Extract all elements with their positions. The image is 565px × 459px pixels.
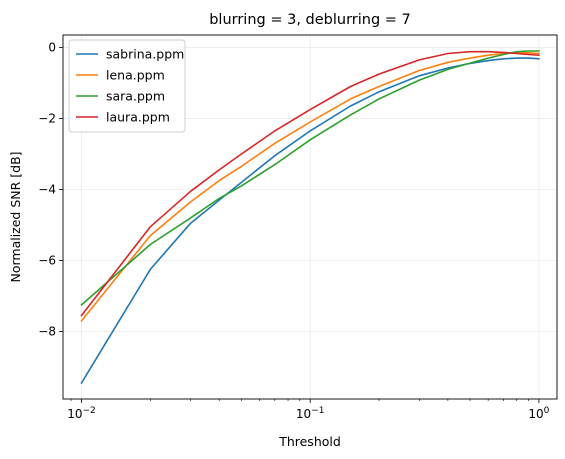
legend: sabrina.ppm lena.ppm sara.ppm laura.ppm (68, 39, 186, 133)
series-lines (80, 50, 540, 385)
x-axis-title: Threshold (278, 434, 341, 449)
y-tick-label: −4 (38, 182, 56, 196)
y-tick-label: −6 (38, 254, 56, 268)
y-tick-label: −8 (38, 325, 56, 339)
y-axis-title: Normalized SNR [dB] (8, 151, 23, 282)
series-line-laura-ppm (80, 50, 540, 317)
legend-label: sabrina.ppm (106, 47, 184, 62)
axis-ticks: 10−2 10−1 100 0 −2 −4 −6 −8 (38, 40, 549, 421)
x-tick-label: 10−2 (67, 406, 96, 421)
y-tick-label: 0 (48, 40, 56, 54)
legend-box (68, 39, 186, 133)
chart-title: blurring = 3, deblurring = 7 (209, 12, 411, 28)
legend-label: sara.ppm (106, 89, 165, 104)
x-tick-label: 100 (528, 406, 549, 421)
legend-label: laura.ppm (106, 110, 170, 125)
series-line-sabrina-ppm (80, 57, 540, 385)
legend-label: lena.ppm (106, 68, 165, 83)
y-tick-label: −2 (38, 111, 56, 125)
x-tick-label: 10−1 (296, 406, 325, 421)
